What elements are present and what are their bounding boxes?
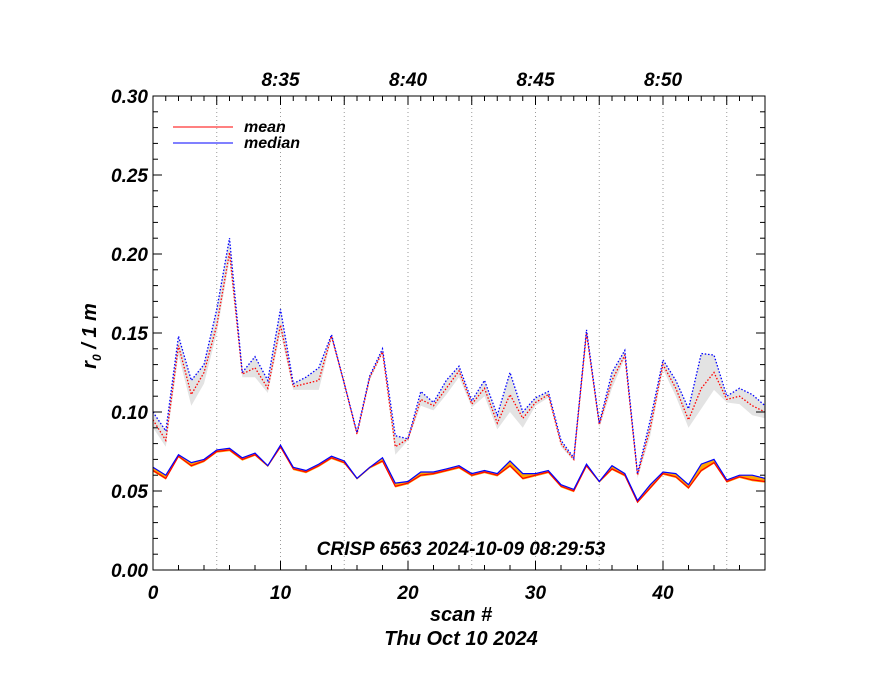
legend-label-median: median [244,135,300,152]
y-tick-label-5: 0.25 [111,166,148,187]
x-tick-label-2: 20 [396,583,419,604]
y-tick-label-3: 0.15 [111,324,148,345]
x-axis-date: Thu Oct 10 2024 [384,628,537,650]
upper-range-band [153,238,765,479]
y-tick-label-0: 0.00 [111,561,148,582]
time-tick-label-0: 8:35 [261,70,299,91]
x-tick-label-0: 0 [148,583,159,604]
y-axis-title: r0 / 1 m [79,303,104,369]
series-line-1 [152,238,766,474]
time-tick-label-1: 8:40 [389,70,427,91]
lower-range-band [153,445,765,504]
y-axis-title-sub: 0 [90,354,104,361]
series-line-0 [152,252,766,476]
legend-label-mean: mean [244,119,286,136]
time-tick-label-3: 8:50 [644,70,682,91]
x-axis-title: scan # [430,604,493,626]
y-tick-label-1: 0.05 [111,482,148,503]
axis-ticks [152,95,766,571]
y-axis-title-rest: / 1 m [79,303,101,354]
x-tick-label-4: 40 [651,583,674,604]
series-lines [152,238,766,504]
y-tick-label-2: 0.10 [111,403,148,424]
x-tick-label-1: 10 [270,583,292,604]
series-line-3 [152,444,766,502]
svg-text:r0 / 1 m: r0 / 1 m [79,303,104,369]
y-tick-label-4: 0.20 [111,245,148,266]
time-tick-label-2: 8:45 [516,70,554,91]
y-tick-label-6: 0.30 [111,87,148,108]
legend: mean median [173,119,300,152]
chart-annotation: CRISP 6563 2024-10-09 08:29:53 [317,539,606,560]
time-gridlines [216,96,728,570]
y-axis-title-r: r [79,360,101,369]
tick-labels: 0.00 0.05 0.10 0.15 0.20 0.25 0.30 0 10 20 30 40 8:3… [111,70,682,604]
x-tick-label-3: 30 [525,583,547,604]
plot-frame [152,95,766,571]
series-line-2 [152,445,766,504]
